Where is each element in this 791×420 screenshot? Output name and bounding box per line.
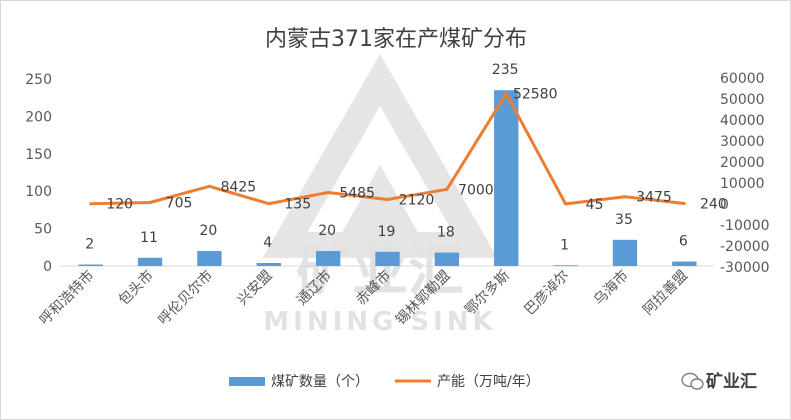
line-value-label: 2120	[399, 193, 435, 209]
bar-value-label: 6	[679, 234, 688, 250]
y-right-tick-label: 0	[720, 197, 729, 213]
y-right-tick-label: 30000	[720, 134, 765, 150]
watermark-logo-inner	[335, 165, 425, 245]
bar	[315, 251, 341, 266]
line-point	[445, 187, 449, 191]
x-tick-label: 兴安盟	[235, 268, 276, 309]
y-right-tick-label: 10000	[720, 176, 765, 192]
bar	[553, 265, 578, 267]
bar-value-label: 11	[140, 230, 158, 246]
line-value-label: 52580	[513, 87, 558, 103]
brand-text: 矿业汇	[706, 371, 757, 392]
line-series	[89, 92, 686, 206]
y-right-tick-label: 20000	[720, 155, 765, 171]
bar	[256, 263, 281, 266]
bar-value-label: 1	[560, 237, 569, 253]
y-left-tick-label: 150	[25, 147, 52, 163]
line-value-label: 3475	[636, 190, 672, 206]
x-tick-label: 阿拉善盟	[640, 268, 691, 319]
watermark-text-main: 矿业汇	[296, 239, 464, 304]
line-point	[326, 190, 330, 194]
watermark: 矿业汇 MINING SINK	[262, 53, 498, 337]
legend-label-bar: 煤矿数量（个）	[271, 374, 369, 390]
line-value-label: 240	[700, 196, 727, 212]
line-value-label: 135	[284, 197, 311, 213]
x-tick-label: 巴彦淖尔	[522, 268, 573, 319]
line-point	[89, 202, 93, 206]
bar	[78, 264, 103, 266]
line-point	[682, 201, 686, 205]
watermark-logo-shape	[262, 53, 498, 258]
y-right-tick-label: -30000	[720, 260, 770, 276]
x-tick-label: 包头市	[115, 267, 157, 309]
line-point	[623, 195, 627, 199]
bar-value-label: 235	[492, 62, 519, 78]
y-right-tick-label: 60000	[720, 71, 765, 87]
y-left-tick-label: 100	[25, 184, 52, 200]
y-right-tick-label: -20000	[720, 239, 770, 255]
chart-title: 内蒙古371家在产煤矿分布	[265, 27, 527, 52]
bar	[612, 239, 638, 266]
watermark-text-sub: MINING SINK	[263, 307, 496, 337]
bar	[434, 252, 460, 266]
bar	[137, 257, 163, 266]
bar-value-label: 20	[318, 223, 336, 239]
y-right-tick-label: 50000	[720, 92, 765, 108]
line-point	[504, 92, 508, 96]
y-right-tick-label: -10000	[720, 218, 770, 234]
line-value-label: 45	[586, 197, 604, 213]
bar-value-label: 18	[437, 225, 455, 241]
line-point	[564, 202, 568, 206]
bar-series	[78, 90, 697, 267]
x-tick-label: 乌海市	[590, 267, 632, 309]
line-value-label: 8425	[221, 179, 257, 195]
bar	[672, 261, 697, 266]
line-value-label: 5485	[339, 185, 375, 201]
bar-value-label: 2	[85, 237, 94, 253]
wechat-icon	[681, 372, 704, 390]
y-left-tick-label: 250	[25, 72, 52, 88]
line-point	[207, 184, 211, 188]
bar-value-label: 35	[615, 212, 633, 228]
x-tick-label: 呼伦贝尔市	[155, 267, 217, 329]
brand-badge: 矿业汇	[681, 371, 757, 392]
y-right-tick-label: 40000	[720, 113, 765, 129]
line-value-label: 120	[106, 197, 133, 213]
bar-value-label: 20	[199, 223, 217, 239]
y-left-tick-label: 200	[25, 109, 52, 125]
y-left-tick-label: 0	[43, 259, 52, 275]
legend: 煤矿数量（个） 产能（万吨/年）	[229, 374, 540, 390]
bar	[197, 251, 222, 266]
legend-swatch-bar	[229, 377, 265, 386]
line-value-label: 7000	[458, 182, 494, 198]
line-point	[148, 201, 152, 205]
bar	[494, 90, 519, 266]
line-point	[267, 202, 271, 206]
bar-value-label: 4	[263, 235, 272, 251]
x-tick-label: 呼和浩特市	[36, 267, 98, 329]
line-point	[386, 198, 389, 202]
legend-label-line: 产能（万吨/年）	[437, 374, 540, 390]
y-left-tick-label: 50	[34, 222, 52, 238]
line-value-label: 705	[166, 196, 193, 212]
bar-value-label: 19	[378, 224, 396, 240]
bar	[375, 251, 400, 266]
